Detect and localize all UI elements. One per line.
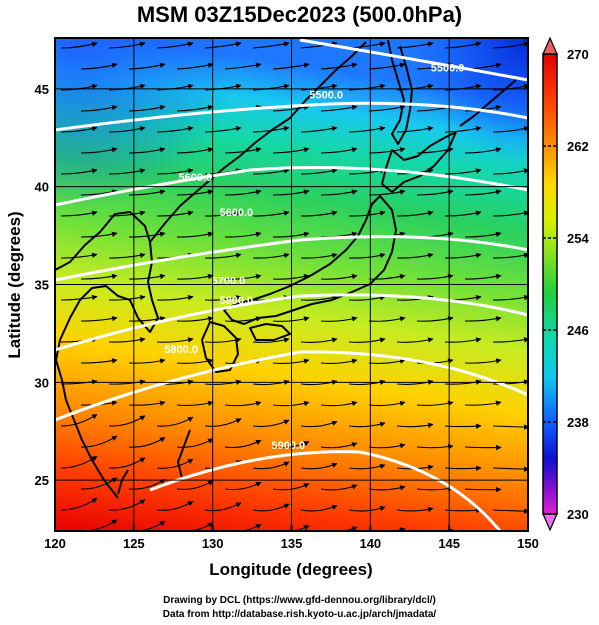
credit-data: Data from http://database.rish.kyoto-u.a… <box>162 609 437 620</box>
colorbar: 270 262 254 246 238 230 <box>542 36 589 532</box>
colorbar-gradient <box>542 53 558 515</box>
contour-label: 5800.0 <box>219 295 253 307</box>
colorbar-bottom-arrow <box>542 513 558 532</box>
x-axis-ticks: 120 125 130 135 140 145 150 <box>44 536 539 551</box>
y-tick-label: 35 <box>35 278 49 293</box>
credit-drawing: Drawing by DCL (https://www.gfd-dennou.o… <box>163 595 436 606</box>
contour-label: 5500.0 <box>431 62 465 74</box>
coastlines <box>55 39 517 499</box>
x-tick-label: 120 <box>44 536 66 551</box>
y-tick-label: 30 <box>35 375 49 390</box>
x-tick-label: 130 <box>202 536 224 551</box>
y-axis-ticks: 25 30 35 40 45 <box>35 82 49 488</box>
contour-label: 5600.0 <box>178 172 212 184</box>
x-tick-label: 125 <box>123 536 145 551</box>
y-tick-label: 45 <box>35 82 49 97</box>
y-axis-label: Latitude (degrees) <box>5 211 24 358</box>
x-tick-label: 140 <box>359 536 381 551</box>
colorbar-tick-label: 246 <box>567 323 589 338</box>
geopotential-contours <box>55 38 528 531</box>
contour-label: 5700.0 <box>212 276 246 288</box>
colorbar-tick-label: 254 <box>567 231 589 246</box>
plot-frame <box>54 37 529 532</box>
contour-label: 5900.0 <box>272 440 306 452</box>
x-tick-label: 145 <box>438 536 460 551</box>
x-axis-label: Longitude (degrees) <box>209 560 372 579</box>
colorbar-tick-label: 238 <box>567 415 589 430</box>
colorbar-top-arrow <box>542 36 558 55</box>
colorbar-tick-label: 270 <box>567 47 589 62</box>
colorbar-tick-label: 230 <box>567 507 589 522</box>
chart-title: MSM 03Z15Dec2023 (500.0hPa) <box>136 2 463 27</box>
colorbar-ticks: 270 262 254 246 238 230 <box>543 47 589 522</box>
contour-label: 5600.0 <box>219 207 253 219</box>
y-tick-label: 25 <box>35 473 49 488</box>
colorbar-tick-label: 262 <box>567 139 589 154</box>
x-tick-label: 135 <box>281 536 303 551</box>
contour-label: 5800.0 <box>164 344 198 356</box>
contour-label: 5500.0 <box>309 90 343 102</box>
gridlines <box>54 38 529 531</box>
x-tick-label: 150 <box>517 536 539 551</box>
y-tick-label: 40 <box>35 180 49 195</box>
